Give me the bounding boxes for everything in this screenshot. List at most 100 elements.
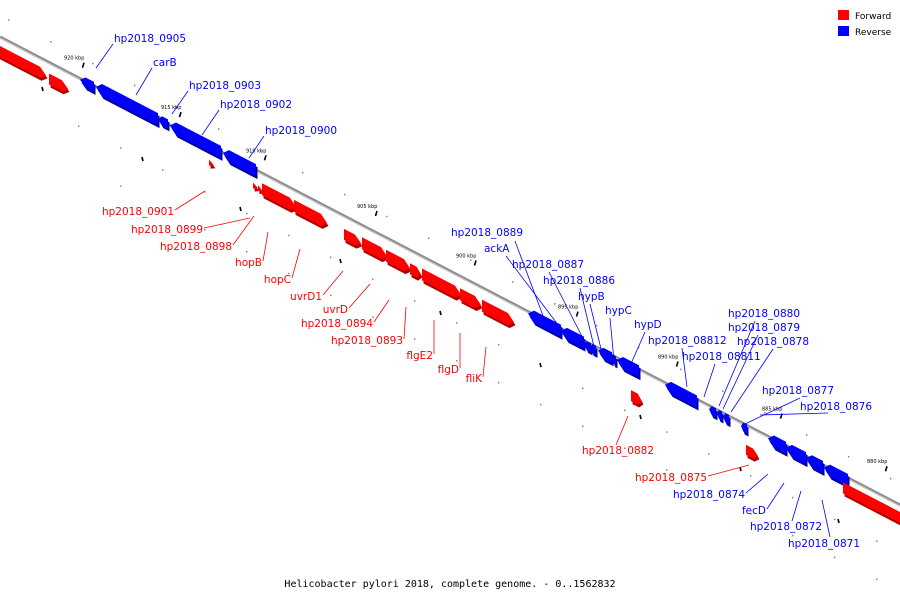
- scale-dot: [302, 172, 304, 174]
- legend-forward-swatch: [838, 10, 849, 20]
- leader-hp2018_0879: [722, 334, 759, 410]
- tick-mark: [675, 361, 679, 367]
- leader-hp2018_0874: [745, 473, 769, 494]
- leader-hp2018_0898: [232, 215, 255, 246]
- leader-uvrD1: [322, 270, 344, 296]
- scale-dot: [246, 212, 248, 215]
- gene-label-hp2018_0886: hp2018_0886: [543, 275, 615, 287]
- tick-mark: [884, 466, 888, 472]
- label-leader-lines: [95, 43, 831, 538]
- leader-hp2018_0894: [373, 299, 390, 323]
- reverse-gene: [223, 150, 256, 177]
- tick-mark: [263, 155, 267, 161]
- reverse-gene: [741, 422, 747, 434]
- reverse-gene: [806, 455, 823, 473]
- leader-hopC: [291, 248, 301, 279]
- scale-dots: [8, 19, 892, 581]
- scale-dot: [330, 256, 332, 259]
- gene-label-hp2018_0872: hp2018_0872: [750, 521, 822, 533]
- gene-label-hp2018_0878: hp2018_0878: [737, 336, 809, 348]
- reverse-gene: [528, 310, 561, 337]
- scale-dot: [428, 237, 430, 240]
- gene-label-hp2018_0902: hp2018_0902: [220, 99, 292, 111]
- gene-label-hp2018_0882: hp2018_0882: [582, 445, 654, 457]
- leader-hp2018_0875: [707, 464, 750, 477]
- leader-hopB: [262, 231, 269, 262]
- gene-label-hp2018_0905: hp2018_0905: [114, 33, 186, 45]
- forward-gene: [0, 46, 46, 78]
- gene-label-hp2018_0879: hp2018_0879: [728, 322, 800, 334]
- scale-dot: [680, 368, 682, 371]
- reverse-gene: [723, 413, 729, 425]
- leader-fliK: [482, 346, 487, 378]
- forward-gene: [344, 228, 361, 246]
- leader-hp2018_0872: [791, 490, 802, 522]
- scale-dot: [750, 475, 752, 477]
- leader-hp2018_08811: [703, 363, 716, 398]
- scale-dot: [666, 431, 668, 433]
- genes: [0, 46, 900, 526]
- tick-mark-minor: [239, 206, 242, 212]
- scale-dot: [582, 425, 584, 428]
- tick-label: 890 kbp: [658, 355, 678, 361]
- legend-reverse-label: Reverse: [855, 28, 892, 38]
- forward-gene: [410, 263, 421, 278]
- reverse-gene: [665, 381, 697, 408]
- gene-label-hp2018_0887: hp2018_0887: [512, 259, 584, 271]
- gene-label-hp2018_0898: hp2018_0898: [160, 241, 232, 253]
- scale-dot: [456, 360, 458, 362]
- scale-dot: [554, 303, 556, 305]
- scale-dot: [750, 513, 752, 515]
- map-caption: Helicobacter pylori 2018, complete genom…: [284, 579, 615, 590]
- leader-hp2018_0880: [718, 320, 756, 407]
- leader-hypC: [609, 317, 615, 362]
- scale-dot: [344, 193, 346, 196]
- tick-label: 915 kbp: [161, 105, 181, 111]
- leader-hp2018_0889: [514, 240, 546, 322]
- gene-label-uvrD1: uvrD1: [290, 291, 322, 303]
- scale-dot: [246, 250, 248, 253]
- forward-gene: [746, 444, 758, 459]
- scale-dot: [414, 300, 416, 302]
- gene-label-hp2018_0894: hp2018_0894: [301, 318, 373, 330]
- scale-dot: [708, 491, 710, 493]
- gene-label-ackA: ackA: [484, 243, 510, 255]
- leader-hp2018_0887: [548, 271, 591, 353]
- forward-gene: [49, 73, 68, 92]
- gene-label-hp2018_0900: hp2018_0900: [265, 125, 337, 137]
- leader-hypB: [589, 303, 604, 358]
- forward-gene: [294, 199, 327, 226]
- gene-label-hypC: hypC: [605, 305, 632, 317]
- scale-dot: [78, 125, 80, 128]
- tick-mark-minor: [439, 310, 442, 316]
- scale-dot: [204, 229, 206, 231]
- reverse-gene: [158, 116, 168, 129]
- scale-dot: [414, 338, 416, 340]
- tick-label: 900 kbp: [456, 254, 476, 260]
- scale-dot: [890, 477, 892, 480]
- scale-dot: [260, 150, 262, 152]
- reverse-gene: [617, 356, 639, 378]
- reverse-gene: [768, 435, 786, 454]
- leader-carB: [135, 67, 153, 96]
- leader-hp2018_0876: [759, 412, 829, 416]
- scale-dot: [512, 281, 514, 283]
- scale-dot: [372, 278, 374, 280]
- scale-dot: [624, 447, 626, 449]
- scale-dot: [456, 322, 458, 324]
- legend: Forward Reverse: [838, 10, 892, 38]
- reverse-gene: [590, 344, 596, 355]
- leader-hp2018_0900: [248, 135, 265, 159]
- forward-gene: [209, 159, 214, 166]
- leader-hypD: [629, 331, 646, 367]
- scale-dot: [876, 578, 878, 581]
- scale-dot: [288, 272, 290, 275]
- gene-label-flgE2: flgE2: [406, 350, 433, 362]
- tick-label: 920 kbp: [64, 56, 84, 62]
- forward-gene: [843, 482, 900, 523]
- tick-mark: [473, 260, 477, 266]
- tick-label: 905 kbp: [357, 204, 377, 210]
- scale-dot: [50, 41, 52, 43]
